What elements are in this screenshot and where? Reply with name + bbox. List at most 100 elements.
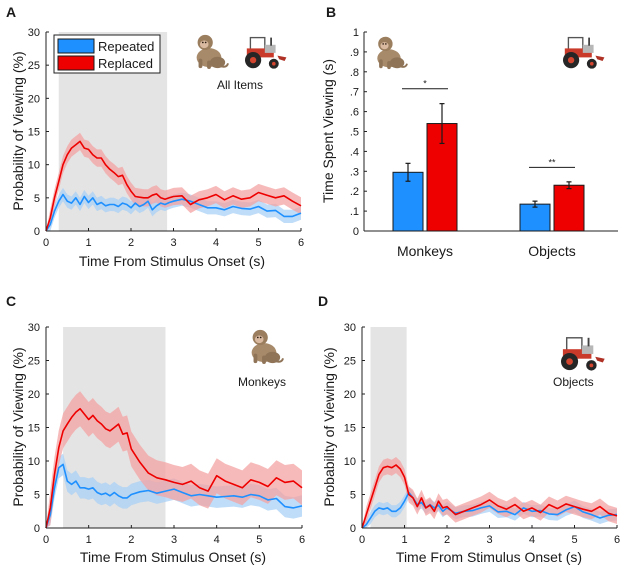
panel-d-y-tick-label: 5 (350, 490, 356, 502)
panel-c-y-tick-label: 30 (28, 322, 40, 334)
monkey-photo-icon (250, 328, 284, 365)
panel-d-replaced-series-line (361, 464, 618, 529)
panel-d-shaded-window (370, 327, 407, 528)
panel-b-category-label-objects: Objects (528, 243, 575, 259)
legend-swatch-replaced (57, 55, 95, 71)
panel-b-y-tick-label: .6 (350, 107, 359, 119)
panel-b-y-tick-label: .9 (350, 47, 359, 59)
panel-c-x-label: Time From Stimulus Onset (s) (80, 549, 266, 565)
panel-a-y-tick-label: 20 (28, 93, 40, 105)
panel-c: C 0 1 2 3 4 5 6 0 5 10 15 20 25 30 Time From Stimulus… (6, 293, 305, 565)
panel-c-replaced-error-band (46, 391, 302, 528)
panel-c-x-tick-label: 4 (214, 534, 220, 546)
panel-b-y-tick-label: .2 (350, 186, 359, 198)
panel-d-x-tick-label: 5 (571, 534, 577, 546)
panel-b: B 0 .1 .2 .3 .4 .5 .6 .7 .8 .9 1 Monkeys * Objects **… (320, 4, 618, 259)
panel-c-y-label: Probability of Viewing (%) (10, 347, 26, 506)
panel-d-y-label: Probability of Viewing (%) (321, 347, 337, 506)
panel-b-y-label: Time Spent Viewing (s) (320, 59, 336, 203)
panel-c-repeated-series-line (45, 463, 303, 529)
panel-d-x-tick-label: 4 (529, 534, 535, 546)
panel-a-y-tick-label: 0 (34, 226, 40, 238)
panel-c-replaced-series-line (45, 407, 303, 529)
panel-b-y-tick-label: .7 (350, 87, 359, 99)
panel-d-x-tick-label: 0 (359, 534, 365, 546)
panel-a-y-tick-label: 25 (28, 60, 40, 72)
panel-c-bands (46, 391, 302, 528)
panel-c-ticks: 0 1 2 3 4 5 6 0 5 10 15 20 25 30 (28, 322, 305, 546)
panel-d-bands (362, 457, 617, 528)
legend-swatch-repeated (57, 38, 95, 54)
tractor-photo-icon (562, 36, 606, 70)
panel-b-ticks: 0 .1 .2 .3 .4 .5 .6 .7 .8 .9 1 (350, 27, 367, 238)
panel-d: D 0 1 2 3 4 5 6 0 5 10 15 20 25 30 Time From Stimulus… (318, 293, 620, 565)
panel-c-y-tick-label: 0 (34, 523, 40, 535)
panel-d-x-tick-label: 6 (614, 534, 620, 546)
panel-d-x-label: Time From Stimulus Onset (s) (396, 549, 582, 565)
panel-d-y-tick-label: 15 (344, 423, 356, 435)
panel-b-bar-monkeys-repeated (392, 171, 424, 232)
panel-c-y-tick-label: 20 (28, 389, 40, 401)
panel-b-y-tick-label: .8 (350, 67, 359, 79)
panel-c-x-tick-label: 5 (256, 534, 262, 546)
panel-a-y-tick-label: 30 (28, 27, 40, 39)
panel-b-y-tick-label: 0 (353, 226, 359, 238)
panel-c-x-tick-label: 6 (299, 534, 305, 546)
panel-c-lines (45, 407, 303, 529)
panel-label-d: D (318, 293, 328, 309)
panel-c-x-tick-label: 0 (43, 534, 49, 546)
legend-label-replaced: Replaced (98, 56, 153, 71)
panel-c-x-tick-label: 3 (171, 534, 177, 546)
panel-b-y-tick-label: .1 (350, 206, 359, 218)
panel-a-x-tick-label: 3 (170, 237, 176, 249)
panel-a-repeated-error-band (46, 187, 301, 231)
panel-b-category-label-monkeys: Monkeys (397, 243, 453, 259)
panel-c-annotation: Monkeys (238, 375, 286, 389)
panel-a-x-tick-label: 6 (298, 237, 304, 249)
panel-a-ticks: 0 1 2 3 4 5 6 0 5 10 15 20 25 30 (28, 27, 304, 249)
panel-a-x-label: Time From Stimulus Onset (s) (79, 253, 265, 269)
panel-d-y-tick-label: 20 (344, 389, 356, 401)
panel-label-a: A (6, 4, 16, 20)
panel-a-x-tick-label: 2 (128, 237, 134, 249)
panel-b-y-tick-label: .5 (350, 127, 359, 139)
legend-label-repeated: Repeated (98, 39, 154, 54)
panel-a-y-label: Probability of Viewing (%) (10, 51, 26, 210)
panel-a-replaced-series-line (45, 140, 302, 232)
panel-c-x-tick-label: 1 (86, 534, 92, 546)
panel-b-bars: Monkeys * Objects ** (392, 79, 585, 259)
tractor-photo-icon (244, 36, 288, 70)
panel-a-bands (46, 132, 301, 231)
panel-a-x-tick-label: 0 (43, 237, 49, 249)
panel-b-bar-objects-replaced (553, 184, 585, 232)
panel-a-lines (45, 140, 302, 232)
panel-d-x-tick-label: 1 (401, 534, 407, 546)
panel-c-y-tick-label: 5 (34, 490, 40, 502)
panel-d-y-tick-label: 0 (350, 523, 356, 535)
panel-a-y-tick-label: 15 (28, 127, 40, 139)
monkey-photo-icon (195, 33, 229, 70)
panel-d-annotation: Objects (553, 375, 594, 389)
panel-b-significance-monkeys: * (423, 79, 427, 89)
panel-label-c: C (6, 293, 16, 309)
tractor-photo-icon (560, 337, 606, 372)
panel-c-x-tick-label: 2 (128, 534, 134, 546)
panel-b-bar-objects-repeated (519, 203, 551, 232)
panel-a-x-tick-label: 1 (85, 237, 91, 249)
panel-a: A 0 1 2 3 4 5 6 0 5 10 15 20 25 30 Time From Stimulus… (6, 4, 304, 269)
legend: Repeated Replaced (53, 34, 161, 74)
panel-d-x-tick-label: 2 (444, 534, 450, 546)
panel-c-y-tick-label: 15 (28, 423, 40, 435)
panel-a-replaced-error-band (46, 132, 301, 231)
panel-a-repeated-series-line (45, 193, 302, 232)
panel-d-repeated-series-line (361, 491, 618, 529)
panel-d-replaced-error-band (362, 457, 617, 528)
panel-a-x-tick-label: 5 (255, 237, 261, 249)
panel-b-significance-objects: ** (548, 157, 556, 167)
panel-c-y-tick-label: 25 (28, 356, 40, 368)
panel-a-y-tick-label: 10 (28, 160, 40, 172)
panel-b-y-tick-label: 1 (353, 27, 359, 39)
panel-d-lines (361, 464, 618, 529)
panel-b-y-tick-label: .4 (350, 146, 359, 158)
